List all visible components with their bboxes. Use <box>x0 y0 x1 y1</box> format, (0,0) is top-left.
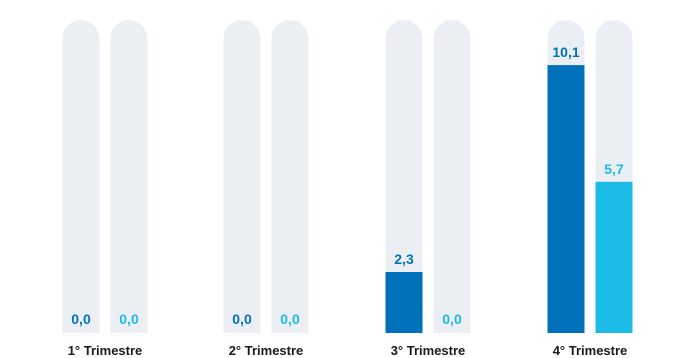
category-label: 3° Trimestre <box>391 343 466 358</box>
bar-track <box>271 20 309 334</box>
data-label: 0,0 <box>232 311 252 327</box>
category-label: 2° Trimestre <box>229 343 304 358</box>
bar-group: 2,3 0,0 3° Trimestre <box>385 20 471 358</box>
data-label: 0,0 <box>442 311 462 327</box>
bar-track <box>433 20 471 334</box>
data-label: 0,0 <box>119 311 139 327</box>
bar <box>385 271 423 333</box>
bar <box>547 65 585 333</box>
bar-track <box>385 20 423 334</box>
bar-group: 10,1 5,7 4° Trimestre <box>547 20 633 358</box>
bar <box>595 181 633 333</box>
data-label: 0,0 <box>280 311 300 327</box>
category-label: 1° Trimestre <box>68 343 143 358</box>
bar-group: 0,0 0,0 2° Trimestre <box>223 20 309 358</box>
bar-track <box>62 20 100 334</box>
bar-track <box>223 20 261 334</box>
data-label: 2,3 <box>394 251 414 267</box>
category-label: 4° Trimestre <box>553 343 628 358</box>
bar-track <box>110 20 148 334</box>
data-label: 5,7 <box>604 161 624 177</box>
data-label: 10,1 <box>552 44 579 60</box>
data-label: 0,0 <box>71 311 91 327</box>
bar-group: 0,0 0,0 1° Trimestre <box>62 20 148 358</box>
